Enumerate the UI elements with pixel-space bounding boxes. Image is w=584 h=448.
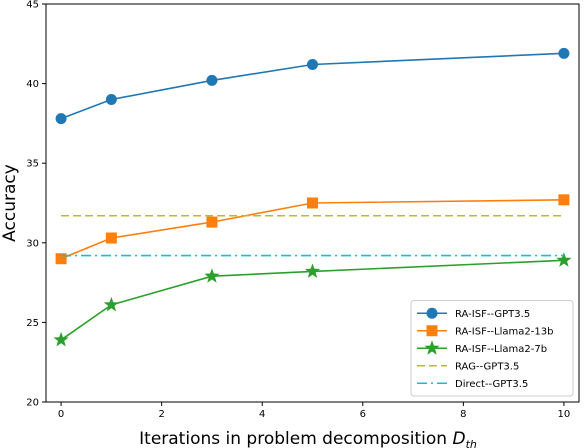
legend-label: RA-ISF--GPT3.5 xyxy=(455,309,530,320)
x-tick-label: 2 xyxy=(158,409,164,420)
legend-marker xyxy=(426,307,438,319)
x-tick-label: 10 xyxy=(558,409,571,420)
x-tick-label: 4 xyxy=(259,409,265,420)
y-tick-label: 40 xyxy=(26,79,39,90)
y-tick-label: 25 xyxy=(26,318,39,329)
y-tick-label: 45 xyxy=(26,0,39,11)
data-point xyxy=(556,252,572,267)
legend-label: Direct--GPT3.5 xyxy=(455,379,528,390)
data-point xyxy=(103,296,119,312)
x-tick-label: 6 xyxy=(360,409,366,420)
data-point xyxy=(558,194,570,206)
legend-label: RA-ISF--Llama2-13b xyxy=(455,326,553,337)
legend-marker xyxy=(426,325,438,337)
series-ra-isf-llama2-13b xyxy=(55,194,570,265)
y-tick-label: 20 xyxy=(26,398,39,409)
data-point xyxy=(105,232,117,244)
data-point xyxy=(105,94,117,106)
data-point xyxy=(307,58,318,70)
data-point xyxy=(304,263,321,278)
x-tick-label: 0 xyxy=(58,409,64,420)
x-axis-label: Iterations in problem decomposition Dth xyxy=(139,429,477,448)
data-point xyxy=(55,253,67,265)
legend: RA-ISF--GPT3.5 RA-ISF--Llama2-13b RA-ISF--… xyxy=(410,300,574,397)
legend-marker xyxy=(424,340,440,355)
series-ra-isf-llama2-7b xyxy=(53,252,572,347)
data-point xyxy=(558,47,570,59)
legend-box xyxy=(410,300,574,397)
legend-label: RA-ISF--Llama2-7b xyxy=(455,344,547,355)
legend-item: RA-ISF--GPT3.5 xyxy=(417,307,530,320)
data-point xyxy=(206,216,218,228)
x-tick-label: 8 xyxy=(460,409,466,420)
legend-item: RA-ISF--Llama2-13b xyxy=(417,325,553,337)
data-point xyxy=(307,197,318,209)
y-tick-label: 30 xyxy=(26,238,39,249)
y-tick-label: 35 xyxy=(26,159,39,170)
series-ra-isf-gpt3-5 xyxy=(55,47,570,125)
legend-label: RAG--GPT3.5 xyxy=(455,361,519,372)
data-point xyxy=(53,331,69,347)
data-point xyxy=(206,74,218,86)
data-point xyxy=(55,113,67,125)
legend-item: RAG--GPT3.5 xyxy=(417,361,519,372)
y-axis-label: Accuracy xyxy=(0,164,20,242)
legend-item: Direct--GPT3.5 xyxy=(417,379,528,390)
legend-item: RA-ISF--Llama2-7b xyxy=(417,340,547,355)
data-point xyxy=(204,268,220,283)
